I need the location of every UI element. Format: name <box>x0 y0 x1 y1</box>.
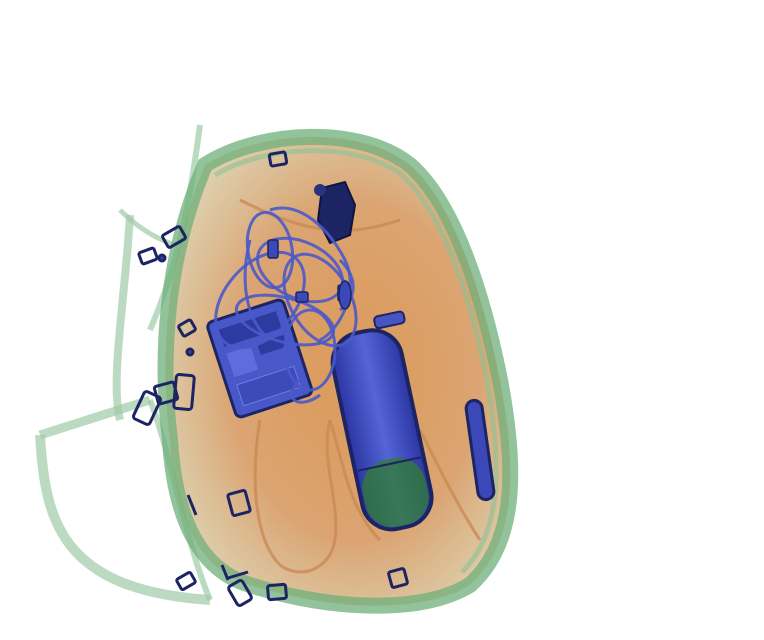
pressurized-cylinder <box>330 310 434 532</box>
small-metal-bits <box>157 253 249 581</box>
dark-metal-object <box>316 180 357 245</box>
cable-bundle <box>214 206 358 404</box>
cable-connectors <box>267 239 352 310</box>
buckles <box>131 150 409 607</box>
side-rod <box>464 398 496 502</box>
fabric-folds <box>239 198 482 574</box>
electronic-device <box>206 298 314 419</box>
